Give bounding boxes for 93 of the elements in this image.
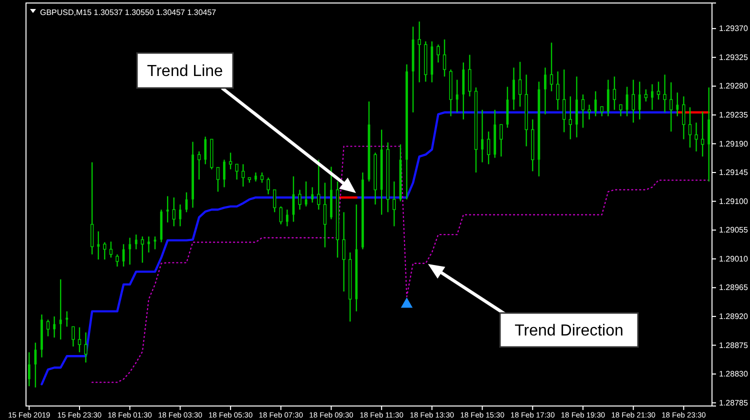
candlestick [298,189,302,210]
candlestick [436,44,440,64]
candlestick [266,177,270,195]
candlestick [418,20,421,83]
candlestick [317,159,320,210]
candlestick [166,196,169,224]
candlestick [581,94,585,128]
candlestick [669,82,673,132]
candlestick [323,182,327,248]
candlestick [286,209,288,227]
y-tick-label: 1.29325 [719,52,748,62]
annotation: Trend Line [147,63,224,80]
candlestick [700,111,704,158]
candlestick [223,159,226,188]
candlestick [260,172,264,184]
candlestick [84,332,88,364]
y-tick-label: 1.28785 [719,398,748,408]
candlestick [694,122,698,152]
candlestick [272,189,276,213]
candlestick [34,342,37,388]
candlestick [178,204,182,227]
y-tick-label: 1.29055 [719,226,748,235]
candlestick [311,186,314,204]
candlestick [72,326,75,348]
candlestick [66,310,68,328]
candlestick [216,166,220,192]
y-tick-label: 1.28830 [719,370,748,379]
candlestick [588,104,591,120]
candlestick [644,88,648,102]
candlestick [518,61,522,108]
candlestick [59,278,62,340]
candlestick [128,237,132,266]
candlestick [90,162,94,255]
candlestick [663,74,666,113]
candlestick [676,92,679,117]
candlestick [134,234,138,250]
y-tick-label: 1.29145 [719,168,748,178]
candlestick [562,68,566,133]
candlestick [512,67,515,110]
candlestick [544,67,546,115]
text: GBPUSD,M15 1.30537 1.30550 1.30457 1.30457 [40,8,217,17]
candlestick [204,136,207,165]
candlestick [235,164,238,180]
candlestick [103,242,106,260]
candlestick [556,70,560,110]
line-series [91,146,710,383]
candlestick [242,164,245,188]
y-tick-label: 1.28920 [719,312,748,322]
y-tick-label: 1.29190 [719,139,748,148]
y-tick-label: 1.28875 [719,340,748,350]
candlestick [197,150,201,180]
candlestick [500,124,503,158]
candlestick [53,316,56,338]
candlestick [46,319,50,337]
y-tick-label: 1.28965 [719,283,748,292]
candlestick [682,96,686,140]
y-tick-label: 1.29100 [719,196,748,206]
candlestick [122,244,125,268]
candlestick [304,180,308,208]
candlestick [456,79,458,113]
candlestick [148,236,150,254]
y-tick-label: 1.29235 [719,110,748,120]
candlestick [632,79,635,124]
y-tick-label: 1.29370 [719,24,748,34]
candlestick [28,352,30,387]
candlestick [619,104,622,117]
candlestick [688,106,692,148]
candlestick [594,90,597,117]
candlestick [392,180,396,227]
candlestick [116,254,119,268]
candlestick [97,230,100,260]
y-tick-label: 1.29280 [719,82,748,91]
candlestick [612,76,616,110]
candlestick [279,206,282,225]
candlestick [606,79,610,117]
annotation: Trend Direction [514,322,624,340]
candlestick [481,109,484,163]
candlestick [486,130,490,165]
candlestick [140,236,144,264]
y-tick-label: 1.29010 [719,254,748,264]
candlestick [656,81,660,100]
candlestick [468,54,472,97]
candlestick [550,42,554,92]
candlestick [342,212,346,292]
candlestick [228,152,232,170]
candlestick [651,84,654,110]
candlestick [600,106,604,117]
candlestick [109,241,113,258]
candlestick [78,326,82,353]
candlestick [638,81,641,120]
candlestick [442,38,446,78]
candlestick [568,96,572,140]
candlestick [172,196,176,227]
